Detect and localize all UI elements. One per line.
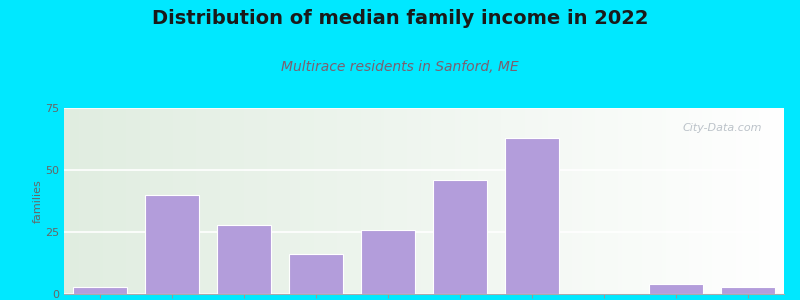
Bar <box>721 286 775 294</box>
Bar <box>145 195 199 294</box>
Bar <box>217 225 271 294</box>
Bar <box>649 284 703 294</box>
Bar <box>361 230 415 294</box>
Bar <box>433 180 487 294</box>
Text: City-Data.com: City-Data.com <box>683 123 762 133</box>
Bar <box>73 286 127 294</box>
Y-axis label: families: families <box>32 179 42 223</box>
Text: Multirace residents in Sanford, ME: Multirace residents in Sanford, ME <box>281 60 519 74</box>
Text: Distribution of median family income in 2022: Distribution of median family income in … <box>152 9 648 28</box>
Bar <box>289 254 343 294</box>
Bar <box>505 138 559 294</box>
